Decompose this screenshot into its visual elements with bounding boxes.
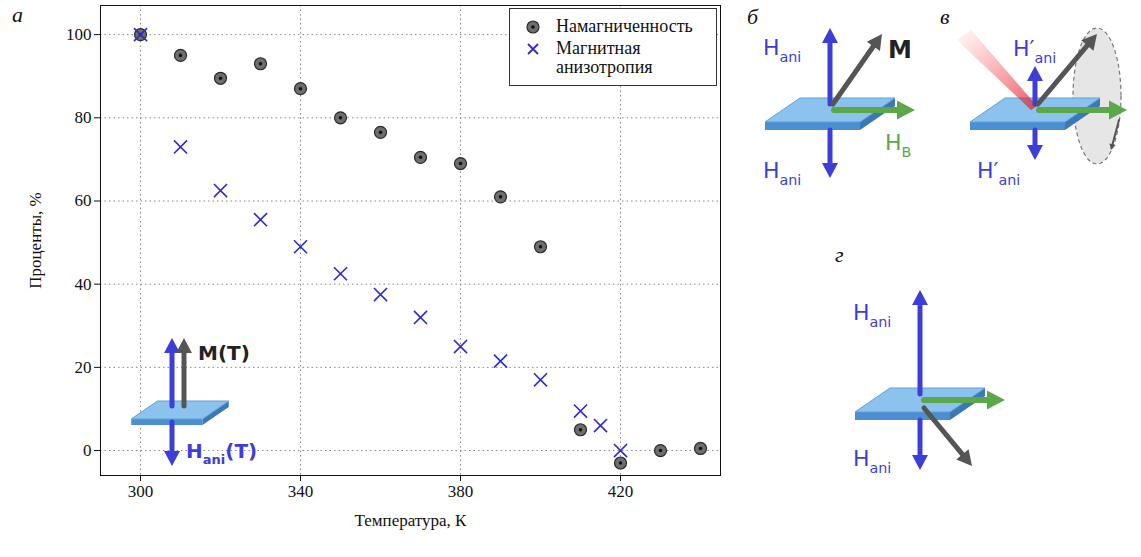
html-text:а: а	[12, 2, 23, 27]
svg-text:HB: HB	[885, 130, 911, 160]
svg-text:Проценты, %: Проценты, %	[26, 192, 45, 289]
svg-text:Hani: Hani	[853, 446, 891, 476]
svg-text:Hani: Hani	[763, 35, 801, 65]
svg-text:380: 380	[448, 482, 474, 501]
svg-text:100: 100	[66, 25, 92, 44]
svg-text:300: 300	[128, 482, 154, 501]
svg-text:Hani: Hani	[853, 300, 891, 330]
svg-text:0: 0	[83, 441, 92, 460]
html-text:Намагниченность: Намагниченность	[556, 16, 693, 36]
svg-text:M: M	[888, 36, 912, 64]
svg-text:Hani: Hani	[763, 158, 801, 188]
svg-text:420: 420	[608, 482, 634, 501]
svg-text:H′ani: H′ani	[977, 158, 1020, 188]
svg-text:40: 40	[75, 275, 92, 294]
svg-text:M(T): M(T)	[198, 341, 250, 365]
svg-text:Температура, К: Температура, К	[355, 511, 468, 530]
svg-text:г: г	[835, 242, 844, 267]
svg-text:H′ani: H′ani	[1013, 36, 1056, 66]
svg-text:Hani(T): Hani(T)	[186, 439, 257, 467]
svg-text:20: 20	[75, 358, 92, 377]
svg-text:в: в	[940, 4, 950, 29]
html-text:Магнитная анизотропия: Магнитная анизотропия	[556, 38, 653, 77]
svg-text:340: 340	[288, 482, 314, 501]
svg-text:80: 80	[75, 108, 92, 127]
svg-text:б: б	[747, 4, 759, 29]
svg-text:60: 60	[75, 191, 92, 210]
